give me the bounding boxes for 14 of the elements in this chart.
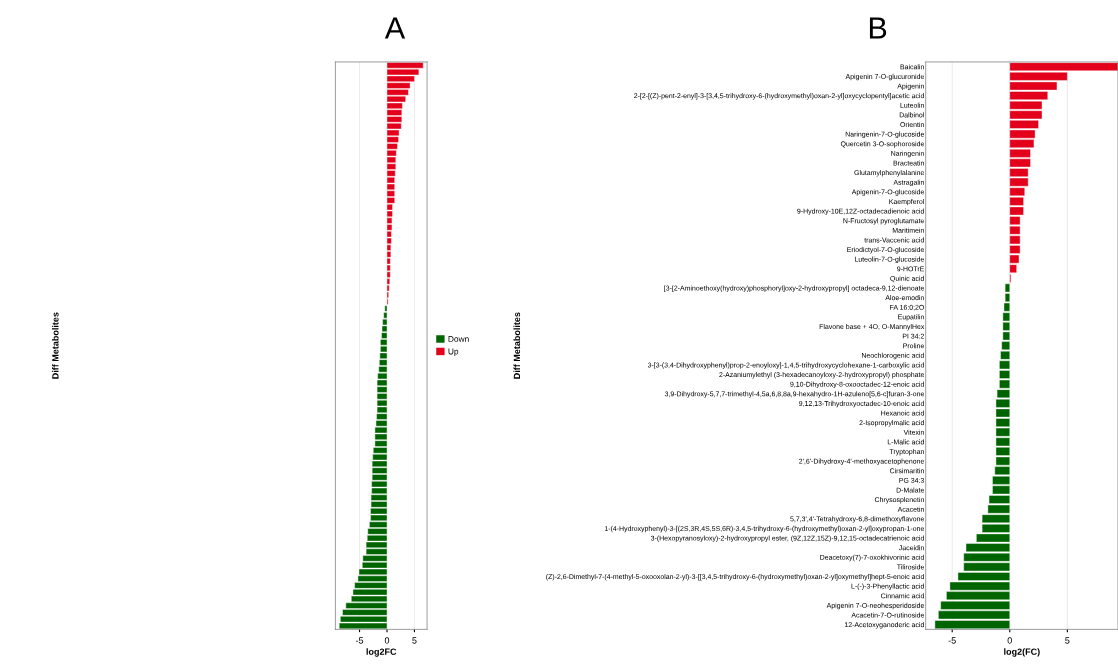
x-tick-label: 5 bbox=[1065, 637, 1070, 644]
x-tick-label: 5 bbox=[412, 637, 417, 644]
x-axis-title: log2FC bbox=[366, 648, 397, 657]
x-tick-label: -5 bbox=[355, 637, 364, 644]
legend-label: Down bbox=[448, 336, 469, 342]
legend-label: Up bbox=[448, 348, 459, 357]
y-axis-title: Diff Metabolites bbox=[51, 312, 59, 379]
chart-title: B bbox=[869, 17, 887, 39]
chart-title: A bbox=[384, 17, 406, 39]
x-axis-title: log2(FC) bbox=[1004, 648, 1040, 657]
x-tick-label: 0 bbox=[1007, 637, 1012, 644]
x-tick-label: -5 bbox=[948, 637, 956, 644]
y-axis-title: Diff Metabolites bbox=[513, 312, 521, 379]
x-tick-label: 0 bbox=[384, 637, 390, 644]
